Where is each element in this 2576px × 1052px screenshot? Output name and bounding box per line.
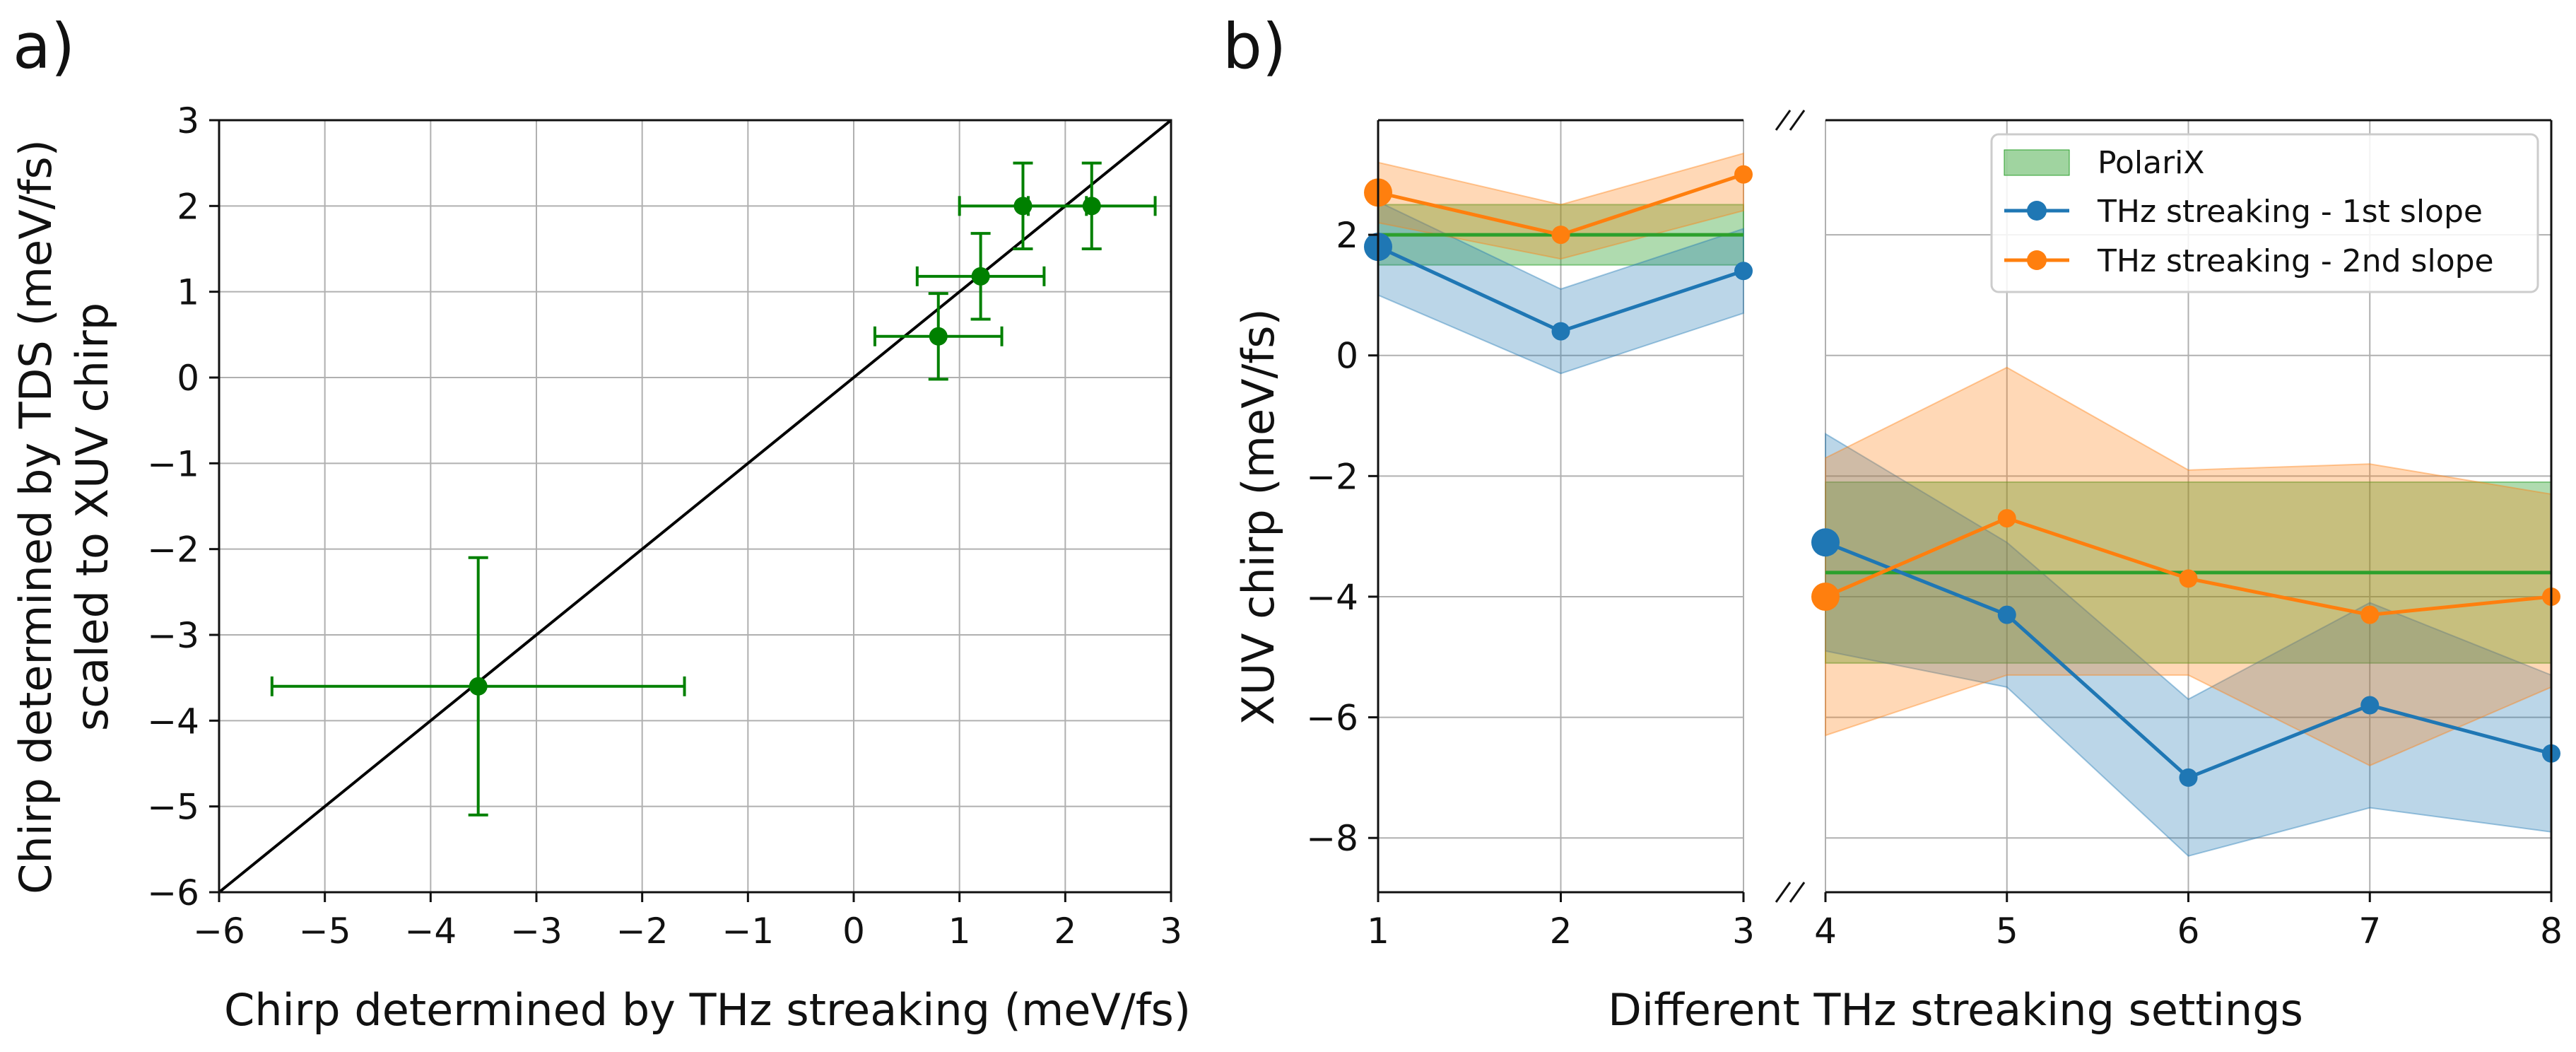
x-tick-label: 1 <box>948 911 971 952</box>
data-point-marker <box>929 327 948 346</box>
panel-a: a) −6 −5 −4 −3 −2 −1 0 1 2 3 −6 −5 −4 −3 −2 −1 0 1 2 3 Chi… <box>10 10 1191 1036</box>
series-marker-first-slope <box>1551 322 1570 341</box>
series-marker-first-slope <box>2360 696 2380 715</box>
y-tick-label: −2 <box>1306 456 1358 497</box>
series-marker-first-slope <box>1997 605 2016 624</box>
panel-b-label: b) <box>1223 10 1286 83</box>
y-tick-label: 2 <box>177 186 199 227</box>
panel-a-axes-frame <box>218 119 1172 894</box>
x-tick-label: 3 <box>1732 911 1755 952</box>
series-marker-second-slope <box>2360 605 2380 624</box>
panel-b-y-axis-label: XUV chirp (meV/fs) <box>1233 308 1284 725</box>
y-tick-label: −8 <box>1306 818 1358 859</box>
series-marker-second-slope <box>1734 165 1753 184</box>
y-tick-label: −1 <box>147 443 199 484</box>
series-marker-second-slope <box>1997 509 2016 528</box>
x-tick-label: −6 <box>193 911 245 952</box>
panel-a-points <box>270 161 1157 817</box>
y-tick-label: 2 <box>1336 215 1358 256</box>
y-tick-label: −6 <box>147 872 199 913</box>
data-point-marker <box>1082 197 1101 216</box>
data-point-marker <box>971 267 990 286</box>
y-tick-label: −3 <box>147 615 199 656</box>
x-tick-label: −3 <box>510 911 563 952</box>
legend-polarix-swatch <box>2004 149 2070 176</box>
panel-a-y-axis-label-line-2: scaled to XUV chirp <box>66 303 118 731</box>
x-tick-label: 0 <box>842 911 865 952</box>
axis-break-mark <box>1789 110 1806 131</box>
series-marker-first-slope <box>1734 262 1753 281</box>
x-tick-label: −1 <box>722 911 774 952</box>
panel-a-reference-line <box>218 119 1172 894</box>
series-marker-second-slope <box>1811 582 1840 611</box>
y-tick-label: −4 <box>1306 577 1358 618</box>
legend-frame <box>1990 133 2539 293</box>
data-point-with-errorbars <box>915 232 1046 321</box>
y-tick-label: 0 <box>1336 336 1358 377</box>
x-tick-label: 2 <box>1054 911 1076 952</box>
panel-a-label: a) <box>13 10 75 83</box>
panel-b-y-ticks: −8 −6 −4 −2 0 2 <box>1306 215 1378 859</box>
panel-b-x-ticks: 1 2 3 4 5 6 7 8 <box>1367 892 2563 952</box>
x-tick-label: 1 <box>1367 911 1389 952</box>
y-tick-label: 3 <box>177 100 199 141</box>
y-tick-label: −6 <box>1306 698 1358 739</box>
legend-second-slope-marker <box>2027 250 2047 270</box>
y-tick-label: 1 <box>177 272 199 313</box>
x-tick-label: 4 <box>1814 911 1837 952</box>
x-tick-label: 8 <box>2540 911 2563 952</box>
y-tick-label: −4 <box>147 701 199 742</box>
panel-b-x-axis-label: Different THz streaking settings <box>1608 984 2303 1036</box>
panel-a-x-ticks: −6 −5 −4 −3 −2 −1 0 1 2 3 <box>193 892 1182 952</box>
data-point-with-errorbars <box>873 292 1004 381</box>
legend-first-slope-label: THz streaking - 1st slope <box>2097 194 2483 230</box>
panel-a-y-axis-label-line-1: Chirp determined by TDS (meV/fs) <box>10 139 61 894</box>
axis-break-mark <box>1775 110 1792 131</box>
series-marker-second-slope <box>2179 569 2198 588</box>
legend-first-slope-marker <box>2027 201 2047 221</box>
y-tick-label: −5 <box>147 787 199 828</box>
x-tick-label: 5 <box>1996 911 2018 952</box>
diagonal-reference-line <box>218 119 1172 894</box>
x-tick-label: −5 <box>299 911 351 952</box>
x-tick-label: 7 <box>2358 911 2381 952</box>
legend-polarix-label: PolariX <box>2098 145 2205 181</box>
axis-break-mark <box>1789 882 1806 903</box>
series-marker-first-slope <box>1811 528 1840 557</box>
y-tick-label: 0 <box>177 358 199 399</box>
series-marker-first-slope <box>2179 768 2198 787</box>
data-point-marker <box>469 677 488 696</box>
x-tick-label: −2 <box>616 911 669 952</box>
series-marker-second-slope <box>1551 226 1570 245</box>
y-tick-label: −2 <box>147 530 199 571</box>
data-point-with-errorbars <box>1026 161 1157 250</box>
axis-break-mark <box>1775 882 1792 903</box>
x-tick-label: 6 <box>2177 911 2200 952</box>
panel-a-grid <box>218 119 1172 893</box>
panel-a-y-ticks: −6 −5 −4 −3 −2 −1 0 1 2 3 <box>147 100 219 913</box>
panel-b: b) 1 2 3 4 5 6 7 8 −8 −6 −4 −2 0 2 Different THz str… <box>1223 10 2563 1036</box>
x-tick-label: 2 <box>1550 911 1572 952</box>
panel-a-x-axis-label: Chirp determined by THz streaking (meV/f… <box>224 984 1191 1036</box>
legend-second-slope-label: THz streaking - 2nd slope <box>2097 243 2494 279</box>
x-tick-label: −4 <box>404 911 457 952</box>
x-tick-label: 3 <box>1160 911 1182 952</box>
data-point-with-errorbars <box>270 556 686 817</box>
panel-b-legend: PolariX THz streaking - 1st slope THz st… <box>1990 133 2539 293</box>
